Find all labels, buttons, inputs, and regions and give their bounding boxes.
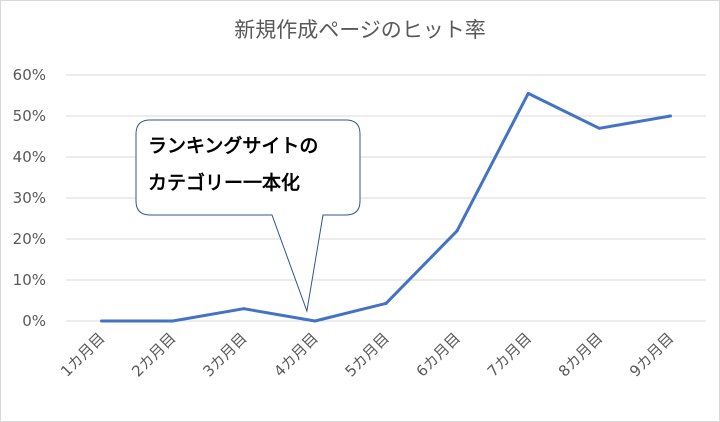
data-point	[100, 319, 104, 323]
x-axis-ticks: 1カ月目 2カ月目 3カ月目 4カ月目 5カ月目 6カ月目 7カ月目 8カ月目 9カ月目	[57, 329, 677, 380]
x-tick-label: 7カ月目	[484, 329, 535, 380]
annotation-callout	[135, 119, 361, 313]
data-point	[526, 91, 530, 95]
y-tick-label: 10%	[13, 271, 46, 289]
annotation-line-1: ランキングサイトの	[148, 135, 319, 157]
callout-shape	[135, 119, 361, 313]
y-tick-label: 20%	[13, 230, 46, 248]
y-tick-label: 50%	[13, 107, 46, 125]
y-tick-label: 0%	[22, 312, 46, 330]
x-tick-label: 3カ月目	[199, 329, 250, 380]
data-point	[171, 319, 175, 323]
y-axis-ticks: 0% 10% 20% 30% 40% 50% 60%	[13, 66, 46, 330]
data-point	[313, 319, 317, 323]
x-tick-label: 1カ月目	[57, 329, 108, 380]
y-tick-label: 30%	[13, 189, 46, 207]
data-point	[668, 114, 672, 118]
x-tick-label: 4カ月目	[270, 329, 321, 380]
x-tick-label: 5カ月目	[342, 329, 393, 380]
data-point	[242, 307, 246, 311]
annotation-line-2: カテゴリー一本化	[148, 172, 301, 194]
data-point	[597, 126, 601, 130]
y-tick-label: 60%	[13, 66, 46, 84]
data-point	[455, 229, 459, 233]
x-tick-label: 2カ月目	[128, 329, 179, 380]
y-tick-label: 40%	[13, 148, 46, 166]
data-point	[384, 301, 388, 305]
x-tick-label: 9カ月目	[626, 329, 677, 380]
x-tick-label: 6カ月目	[413, 329, 464, 380]
series-group	[100, 91, 672, 323]
gridlines	[66, 74, 706, 322]
x-tick-label: 8カ月目	[555, 329, 606, 380]
chart-title: 新規作成ページのヒット率	[234, 18, 486, 42]
annotation-text: ランキングサイトの カテゴリー一本化	[148, 128, 353, 202]
